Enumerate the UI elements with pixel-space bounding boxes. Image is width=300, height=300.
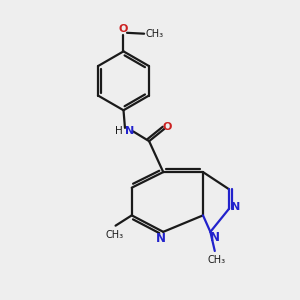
Text: H: H — [115, 126, 122, 136]
Text: CH₃: CH₃ — [105, 230, 123, 240]
Text: N: N — [156, 232, 166, 245]
Text: N: N — [210, 231, 220, 244]
Text: N: N — [125, 126, 134, 136]
Text: CH₃: CH₃ — [146, 29, 164, 39]
Text: N: N — [231, 202, 240, 212]
Text: O: O — [163, 122, 172, 132]
Text: O: O — [119, 24, 128, 34]
Text: CH₃: CH₃ — [207, 254, 225, 265]
